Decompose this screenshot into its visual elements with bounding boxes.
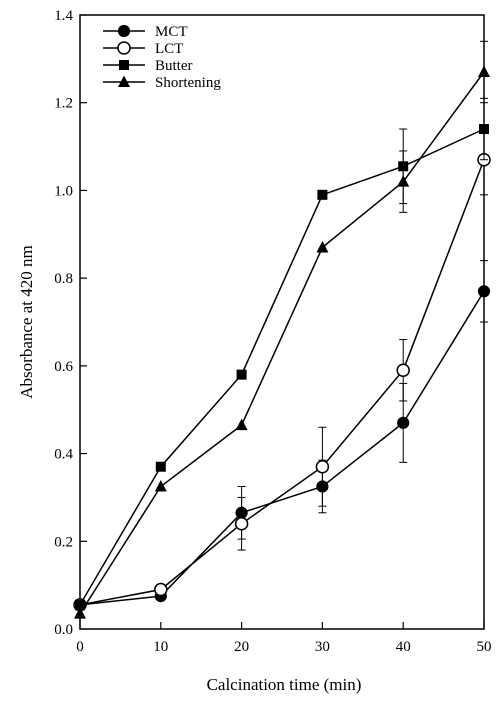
legend-marker-lct — [117, 41, 131, 55]
data-point-butter — [236, 369, 247, 380]
y-tick-label: 0.0 — [54, 622, 73, 638]
legend-label: MCT — [155, 24, 188, 40]
data-point-butter — [317, 189, 328, 200]
data-point-lct — [396, 363, 410, 377]
data-point-lct — [315, 459, 330, 474]
x-tick-label: 10 — [153, 639, 168, 655]
series-mct — [73, 260, 491, 611]
series-lct — [73, 124, 491, 612]
plot-frame — [79, 14, 485, 630]
data-point-shortening — [235, 418, 248, 431]
data-point-mct — [397, 416, 410, 429]
series-line-shortening — [79, 71, 485, 615]
y-tick-label: 1.0 — [54, 183, 73, 199]
data-point-butter — [155, 461, 166, 472]
series-line-lct — [79, 159, 485, 606]
legend-label: LCT — [155, 41, 183, 57]
data-point-shortening — [316, 240, 329, 253]
series-butter — [75, 97, 489, 610]
data-point-butter — [75, 599, 85, 610]
series-layer — [73, 40, 491, 619]
x-tick-label: 30 — [315, 639, 330, 655]
x-tick-label: 20 — [234, 639, 249, 655]
legend-marker-butter — [119, 60, 129, 70]
y-tick-label: 1.2 — [54, 96, 73, 112]
y-tick-label: 0.4 — [54, 447, 73, 463]
x-tick-label: 50 — [477, 639, 492, 655]
data-point-lct — [234, 516, 249, 531]
legend-marker-shortening — [118, 75, 130, 87]
series-line-butter — [79, 128, 485, 606]
x-axis-ticks: 0 10 20 30 40 50 — [76, 622, 492, 655]
series-line-mct — [79, 290, 485, 606]
x-tick-label: 40 — [396, 639, 411, 655]
data-point-shortening — [154, 479, 167, 492]
data-point-mct — [477, 285, 491, 298]
y-tick-label: 0.2 — [54, 534, 73, 550]
x-axis-title: Calcination time (min) — [207, 675, 362, 694]
y-tick-label: 1.4 — [54, 8, 73, 24]
x-tick-label: 0 — [76, 639, 84, 655]
data-point-shortening — [397, 175, 410, 187]
series-shortening — [74, 40, 490, 619]
legend-marker-mct — [117, 24, 131, 38]
y-axis-title: Absorbance at 420 nm — [17, 245, 36, 398]
data-point-shortening — [478, 65, 490, 78]
y-tick-label: 0.6 — [54, 359, 73, 375]
data-point-lct — [154, 582, 168, 597]
legend-label: Shortening — [155, 75, 221, 91]
y-tick-label: 0.8 — [54, 271, 73, 287]
y-axis-ticks: 0.0 0.2 0.4 0.6 0.8 1.0 1.2 1.4 — [54, 8, 87, 638]
legend-label: Butter — [155, 58, 193, 74]
data-point-butter — [479, 124, 489, 135]
data-point-shortening — [74, 607, 86, 619]
